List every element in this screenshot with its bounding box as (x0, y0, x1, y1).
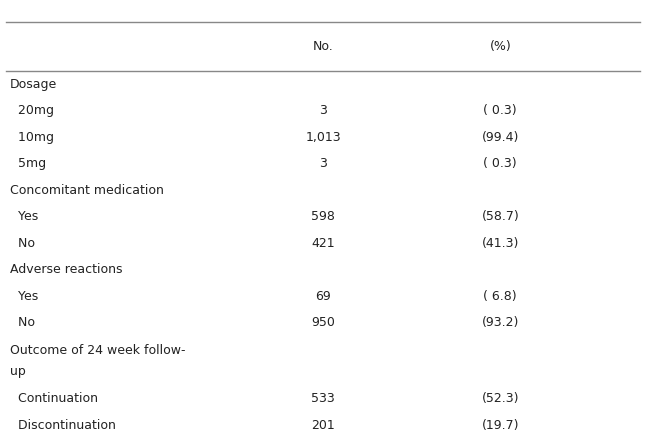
Text: (58.7): (58.7) (481, 210, 519, 223)
Text: (41.3): (41.3) (481, 237, 519, 250)
Text: Outcome of 24 week follow-: Outcome of 24 week follow- (10, 343, 185, 357)
Text: 598: 598 (311, 210, 335, 223)
Text: Continuation: Continuation (10, 392, 98, 405)
Text: 3: 3 (319, 157, 327, 170)
Text: Yes: Yes (10, 210, 38, 223)
Text: 950: 950 (311, 316, 335, 329)
Text: Adverse reactions: Adverse reactions (10, 264, 122, 276)
Text: (52.3): (52.3) (481, 392, 519, 405)
Text: 201: 201 (311, 419, 335, 432)
Text: Yes: Yes (10, 290, 38, 303)
Text: (99.4): (99.4) (481, 131, 519, 144)
Text: 3: 3 (319, 104, 327, 117)
Text: 533: 533 (311, 392, 335, 405)
Text: No: No (10, 237, 35, 250)
Text: 1,013: 1,013 (305, 131, 341, 144)
Text: Concomitant medication: Concomitant medication (10, 184, 163, 197)
Text: 20mg: 20mg (10, 104, 54, 117)
Text: ( 6.8): ( 6.8) (483, 290, 517, 303)
Text: ( 0.3): ( 0.3) (483, 157, 517, 170)
Text: Dosage: Dosage (10, 77, 57, 90)
Text: 10mg: 10mg (10, 131, 54, 144)
Text: up: up (10, 365, 25, 378)
Text: No: No (10, 316, 35, 329)
Text: (93.2): (93.2) (481, 316, 519, 329)
Text: (%): (%) (490, 40, 511, 52)
Text: Discontinuation: Discontinuation (10, 419, 116, 432)
Text: (19.7): (19.7) (481, 419, 519, 432)
Text: 5mg: 5mg (10, 157, 46, 170)
Text: 421: 421 (311, 237, 335, 250)
Text: 69: 69 (315, 290, 331, 303)
Text: No.: No. (313, 40, 333, 52)
Text: ( 0.3): ( 0.3) (483, 104, 517, 117)
